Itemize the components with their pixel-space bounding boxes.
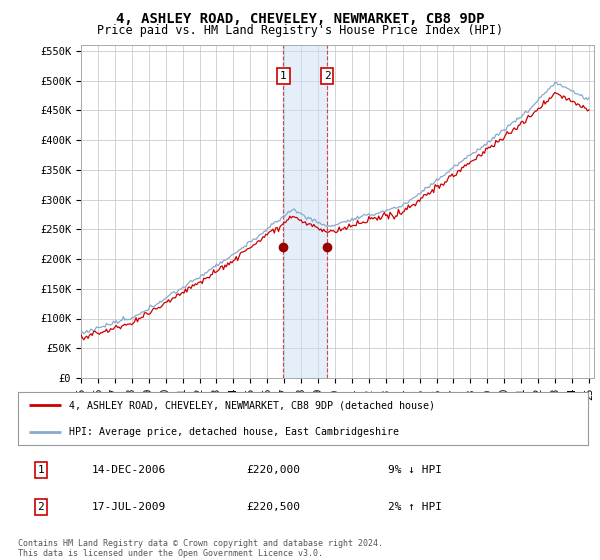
Text: 1: 1 (280, 71, 287, 81)
Text: 2: 2 (324, 71, 331, 81)
Text: 4, ASHLEY ROAD, CHEVELEY, NEWMARKET, CB8 9DP (detached house): 4, ASHLEY ROAD, CHEVELEY, NEWMARKET, CB8… (70, 400, 436, 410)
Text: 2: 2 (37, 502, 44, 512)
Text: Price paid vs. HM Land Registry's House Price Index (HPI): Price paid vs. HM Land Registry's House … (97, 24, 503, 37)
Text: £220,000: £220,000 (246, 465, 300, 475)
Text: Contains HM Land Registry data © Crown copyright and database right 2024.
This d: Contains HM Land Registry data © Crown c… (18, 539, 383, 558)
Bar (283, 45, 327, 378)
Text: £220,500: £220,500 (246, 502, 300, 512)
Text: 9% ↓ HPI: 9% ↓ HPI (389, 465, 443, 475)
Text: 17-JUL-2009: 17-JUL-2009 (92, 502, 166, 512)
Text: 1: 1 (37, 465, 44, 475)
Text: 2% ↑ HPI: 2% ↑ HPI (389, 502, 443, 512)
Text: 14-DEC-2006: 14-DEC-2006 (92, 465, 166, 475)
Text: HPI: Average price, detached house, East Cambridgeshire: HPI: Average price, detached house, East… (70, 427, 400, 437)
Text: 4, ASHLEY ROAD, CHEVELEY, NEWMARKET, CB8 9DP: 4, ASHLEY ROAD, CHEVELEY, NEWMARKET, CB8… (116, 12, 484, 26)
